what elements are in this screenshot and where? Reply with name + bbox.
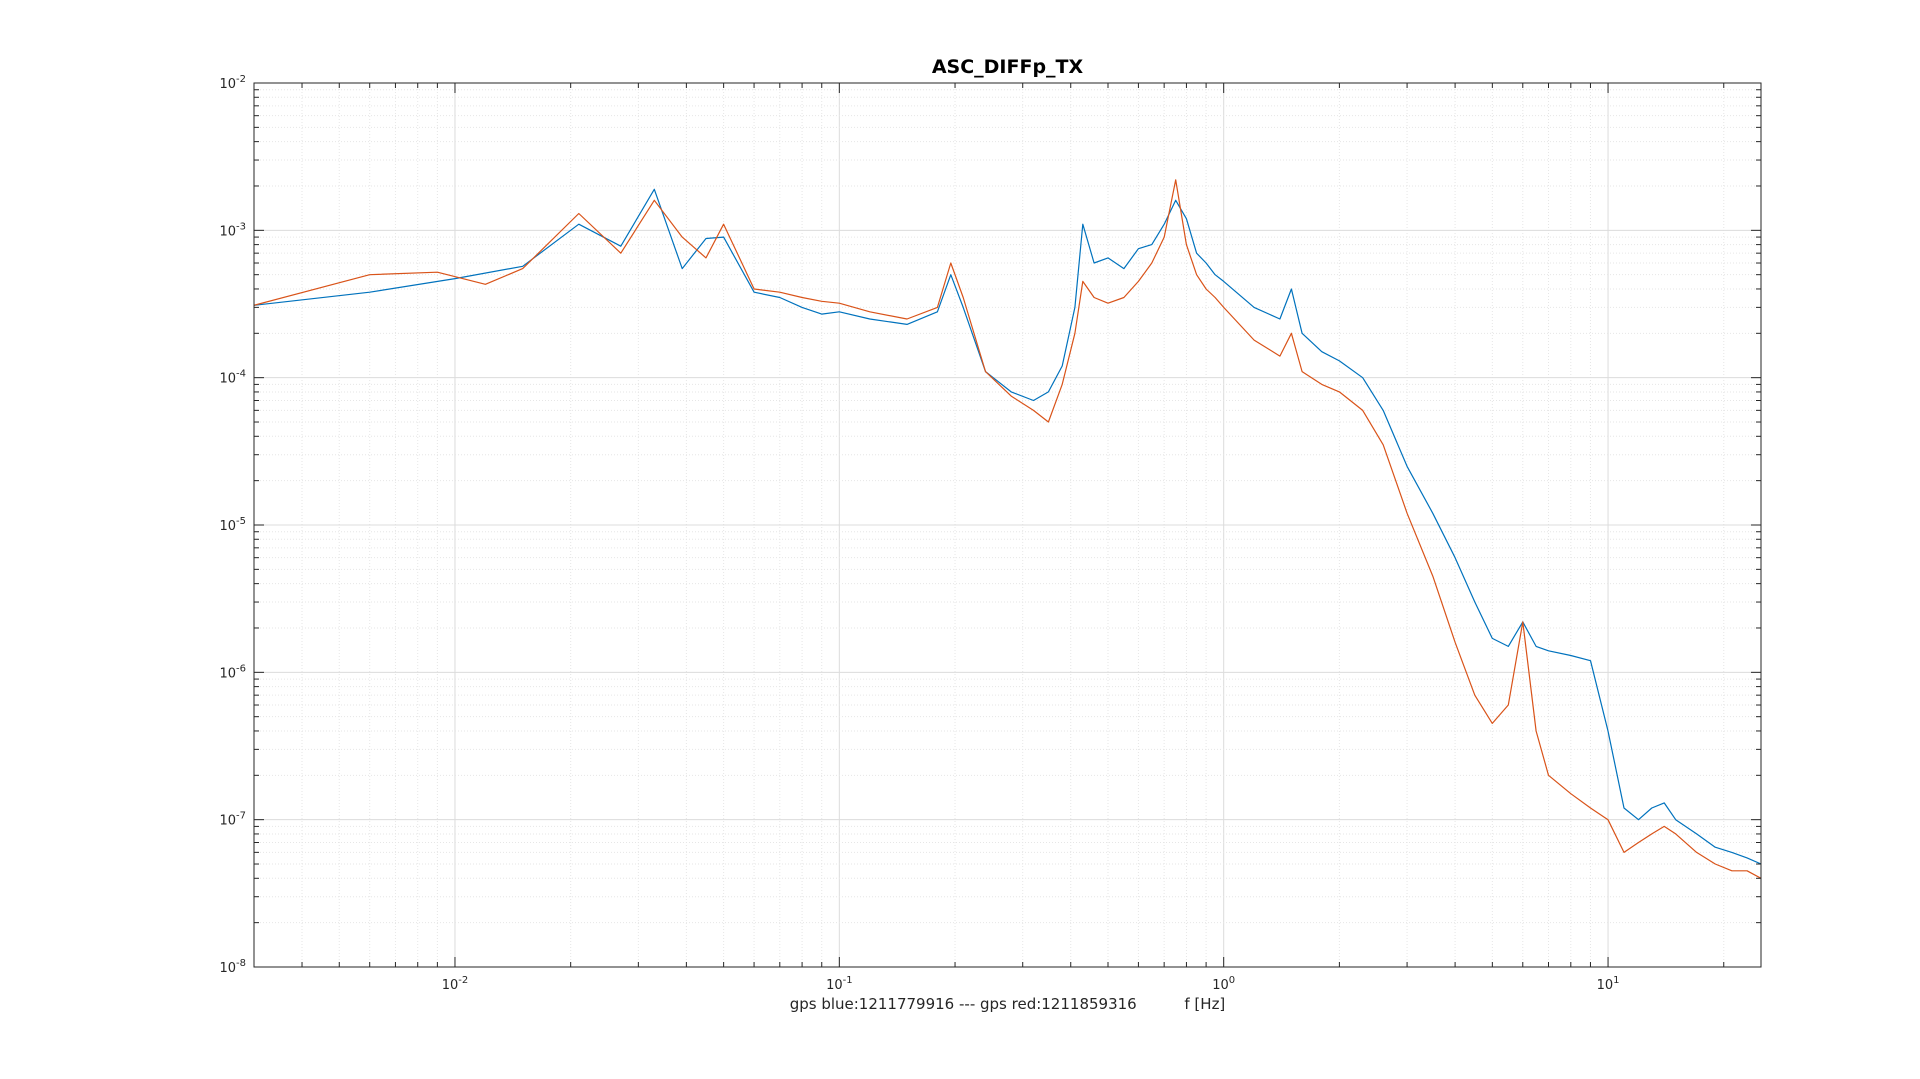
x-tick-label-base: 10 xyxy=(1212,978,1229,993)
y-tick-label: 10-2 xyxy=(219,74,246,92)
x-axis-label: gps blue:1211779916 --- gps red:12118593… xyxy=(790,995,1226,1013)
y-tick-label-base: 10 xyxy=(219,814,236,829)
x-tick-label-base: 10 xyxy=(1597,978,1614,993)
y-tick-label: 10-6 xyxy=(219,663,246,681)
x-tick-label: 10-1 xyxy=(826,975,853,993)
y-tick-label-exponent: -3 xyxy=(236,221,246,232)
x-tick-label-exponent: -1 xyxy=(843,975,853,986)
y-tick-label-base: 10 xyxy=(219,961,236,976)
y-tick-label: 10-5 xyxy=(219,516,246,534)
x-tick-label-exponent: 0 xyxy=(1229,975,1235,986)
x-tick-label: 101 xyxy=(1597,975,1620,993)
y-tick-label: 10-3 xyxy=(219,221,246,239)
y-tick-label-exponent: -7 xyxy=(236,811,246,822)
x-tick-label-base: 10 xyxy=(442,978,459,993)
y-tick-label: 10-4 xyxy=(219,369,246,387)
y-tick-label-base: 10 xyxy=(219,77,236,92)
tick-marks xyxy=(253,82,1761,968)
series-layer xyxy=(254,179,1761,879)
x-tick-label-base: 10 xyxy=(826,978,843,993)
y-tick-label-exponent: -5 xyxy=(236,516,246,527)
y-tick-label-base: 10 xyxy=(219,372,236,387)
y-tick-label-exponent: -8 xyxy=(236,958,246,969)
y-tick-label: 10-8 xyxy=(219,958,246,976)
series-line-2 xyxy=(254,179,1761,879)
tick-labels: 10-2 10-1 100 10110-810-710-610-510-410-310… xyxy=(219,74,1619,993)
y-tick-label-exponent: -6 xyxy=(236,663,246,674)
y-tick-label-exponent: -2 xyxy=(236,74,246,85)
grid xyxy=(253,82,1761,968)
chart-title: ASC_DIFFp_TX xyxy=(932,56,1084,78)
y-tick-label-base: 10 xyxy=(219,519,236,534)
y-tick-label-base: 10 xyxy=(219,224,236,239)
y-tick-label-base: 10 xyxy=(219,666,236,681)
x-tick-label: 100 xyxy=(1212,975,1235,993)
series-line-1 xyxy=(254,188,1761,865)
x-tick-label-exponent: 1 xyxy=(1613,975,1619,986)
y-tick-label: 10-7 xyxy=(219,811,246,829)
y-tick-label-exponent: -4 xyxy=(236,369,246,380)
x-tick-label-exponent: -2 xyxy=(458,975,468,986)
x-tick-label: 10-2 xyxy=(442,975,469,993)
